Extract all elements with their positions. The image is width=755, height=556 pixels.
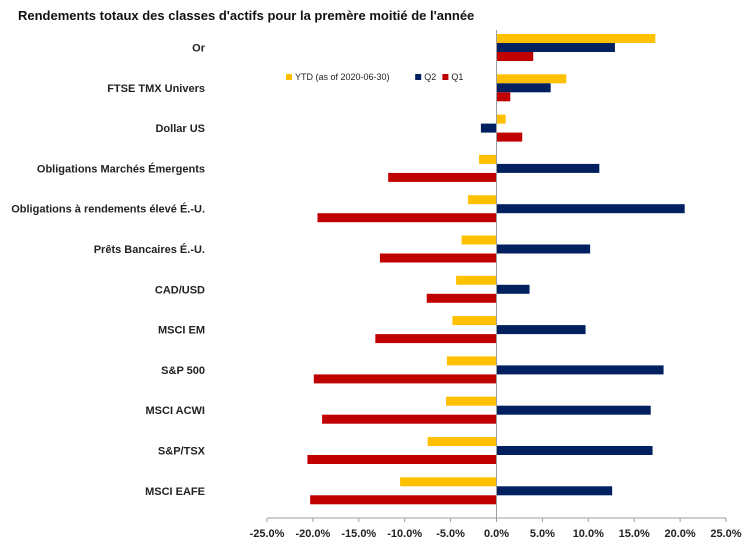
bar-ytd-as-of-2020-06-30 — [446, 396, 497, 406]
legend-swatch — [442, 74, 449, 80]
category-label: MSCI ACWI — [146, 405, 205, 417]
category-label: MSCI EAFE — [145, 486, 205, 498]
x-tick-label: -10.0% — [387, 528, 422, 540]
category-label: CAD/USD — [155, 284, 205, 296]
bar-ytd-as-of-2020-06-30 — [496, 34, 656, 43]
bar-q2 — [496, 284, 530, 294]
bar-q1 — [307, 455, 497, 464]
x-tick-label: 25.0% — [710, 528, 741, 540]
bar-q1 — [426, 293, 497, 303]
bar-ytd-as-of-2020-06-30 — [461, 235, 497, 245]
bar-q1 — [379, 253, 497, 263]
x-tick-label: -5.0% — [436, 528, 465, 540]
bar-q2 — [496, 163, 600, 173]
x-tick-label: 5.0% — [530, 528, 555, 540]
bar-q2 — [496, 446, 653, 455]
bar-q2 — [496, 365, 664, 375]
x-tick-label: 20.0% — [664, 528, 695, 540]
legend-swatch — [415, 74, 422, 80]
x-tick-label: 0.0% — [484, 528, 509, 540]
bar-ytd-as-of-2020-06-30 — [496, 114, 506, 124]
legend-label: YTD (as of 2020-06-30) — [295, 72, 390, 82]
bar-ytd-as-of-2020-06-30 — [479, 154, 497, 164]
bar-q1 — [388, 172, 497, 182]
legend-label: Q1 — [451, 72, 463, 82]
bar-q2 — [496, 486, 613, 496]
category-label: Obligations Marchés Émergents — [37, 162, 205, 175]
bar-ytd-as-of-2020-06-30 — [496, 74, 567, 84]
bar-q2 — [496, 325, 586, 335]
category-label: MSCI EM — [158, 325, 205, 337]
bar-ytd-as-of-2020-06-30 — [468, 195, 497, 205]
category-label: Obligations à rendements élevé É.-U. — [11, 203, 205, 216]
bar-q1 — [310, 495, 497, 505]
bar-q1 — [496, 92, 511, 102]
bar-ytd-as-of-2020-06-30 — [446, 356, 497, 366]
x-tick-label: 15.0% — [619, 528, 650, 540]
category-label: Prêts Bancaires É.-U. — [94, 243, 205, 256]
bar-q2 — [496, 405, 651, 415]
bar-q2 — [480, 123, 497, 133]
bar-ytd-as-of-2020-06-30 — [427, 437, 497, 446]
bar-q1 — [375, 334, 497, 344]
bar-ytd-as-of-2020-06-30 — [456, 275, 497, 285]
x-tick-label: -20.0% — [295, 528, 330, 540]
bar-q1 — [317, 213, 497, 223]
bar-q1 — [496, 52, 534, 61]
category-label: S&P 500 — [161, 365, 205, 377]
x-tick-label: 10.0% — [573, 528, 604, 540]
legend-label: Q2 — [424, 72, 436, 82]
legend-swatch — [286, 74, 292, 80]
chart-title: Rendements totaux des classes d'actifs p… — [18, 8, 475, 23]
bar-q1 — [496, 132, 523, 142]
bar-q2 — [496, 204, 685, 214]
bar-q2 — [496, 83, 551, 93]
bar-q1 — [313, 374, 497, 384]
bar-q1 — [322, 414, 497, 424]
x-tick-label: -15.0% — [341, 528, 376, 540]
bar-q2 — [496, 43, 615, 52]
bar-ytd-as-of-2020-06-30 — [452, 316, 497, 326]
category-label: Or — [192, 43, 206, 55]
bar-q2 — [496, 244, 591, 254]
bar-ytd-as-of-2020-06-30 — [400, 477, 497, 487]
category-label: FTSE TMX Univers — [107, 83, 205, 95]
category-label: Dollar US — [155, 123, 205, 135]
x-tick-label: -25.0% — [250, 528, 285, 540]
category-label: S&P/TSX — [158, 446, 206, 458]
